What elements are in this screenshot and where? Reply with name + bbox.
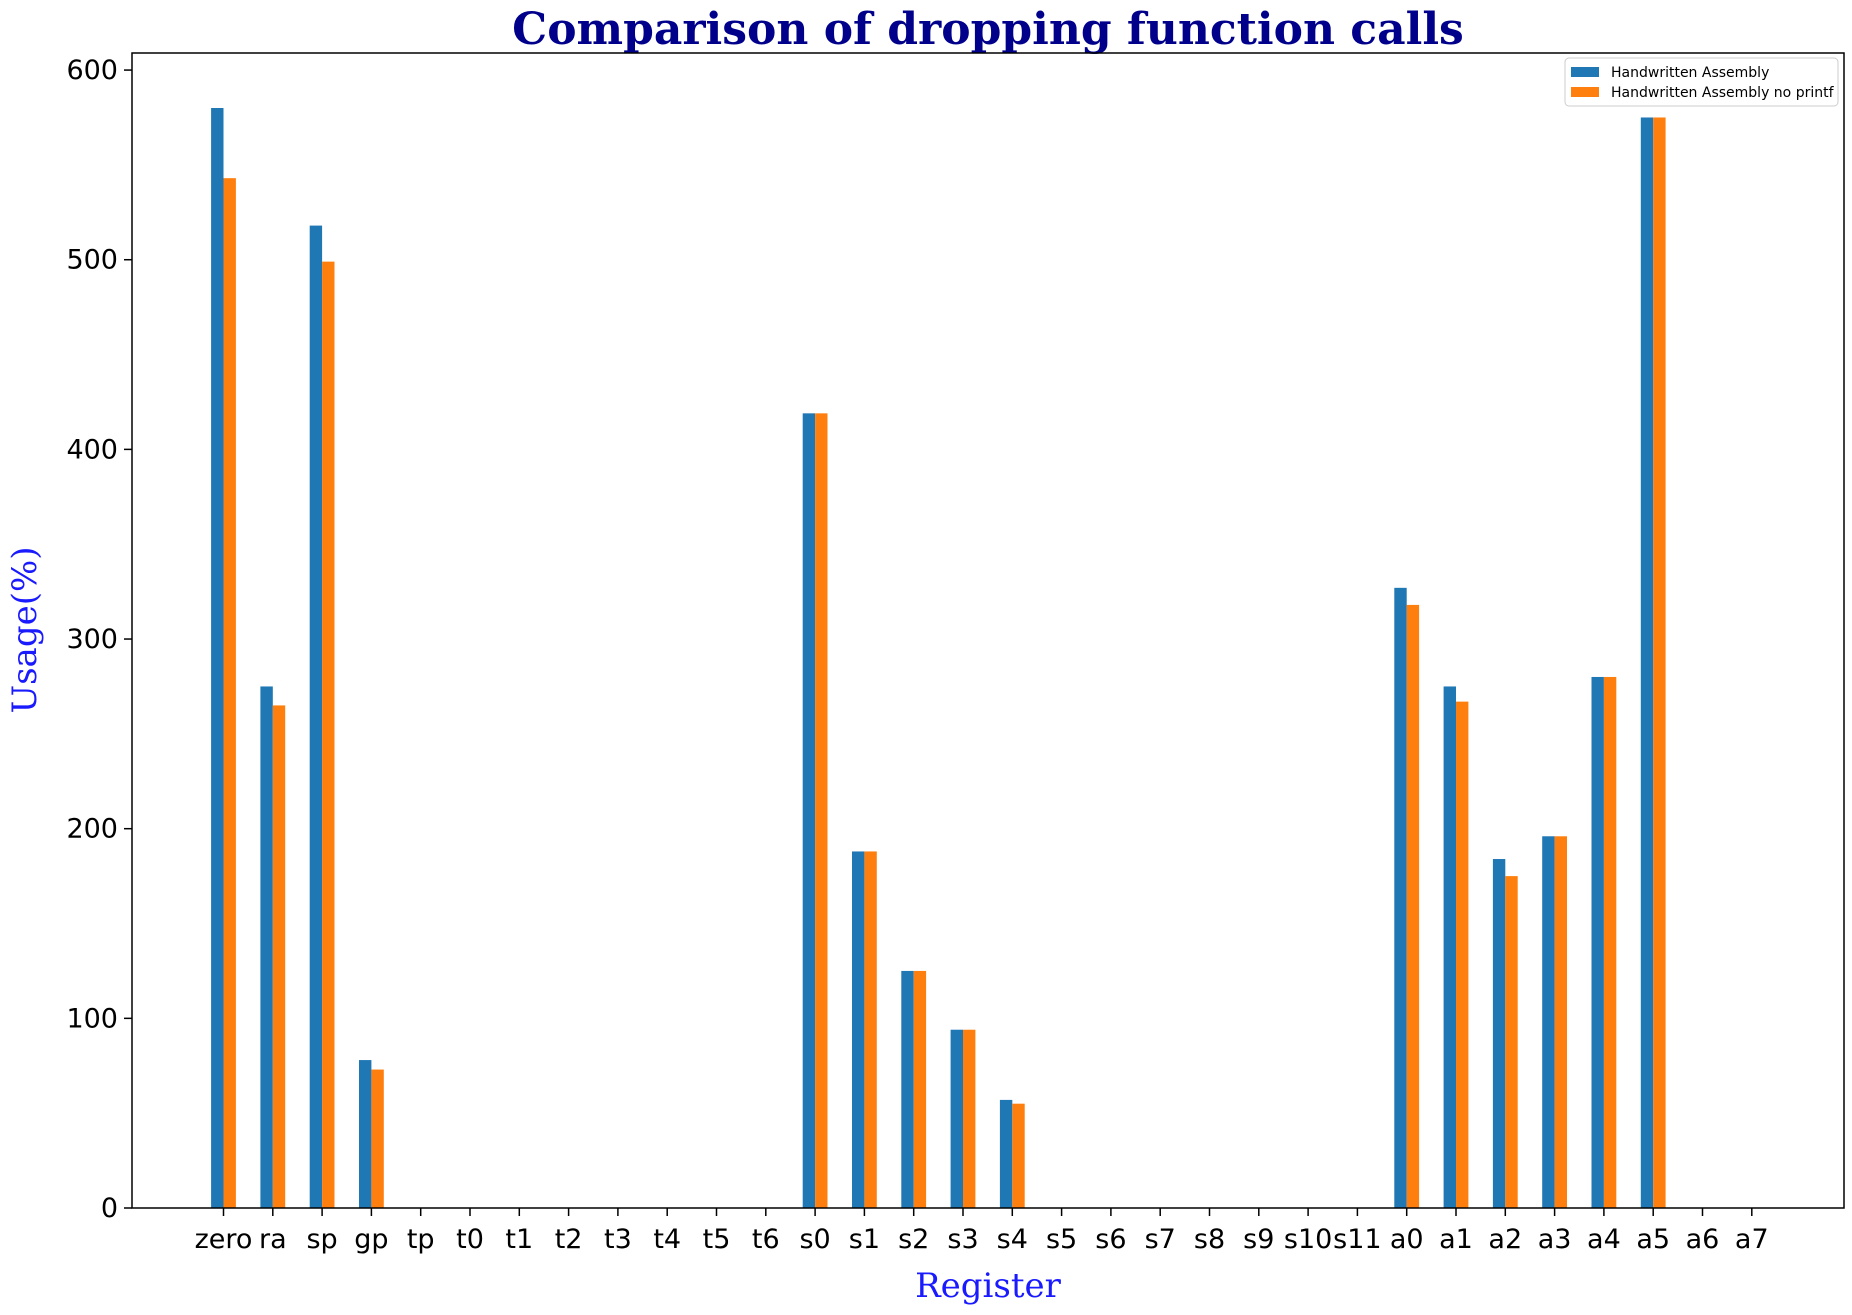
x-tick-label-s2: s2 (898, 1224, 929, 1255)
x-tick-label-gp: gp (354, 1224, 388, 1255)
y-tick-label: 200 (66, 814, 118, 845)
legend-label-series-1: Handwritten Assembly (1611, 65, 1769, 81)
x-tick-label-t5: t5 (703, 1224, 731, 1255)
bar-1-s0 (802, 413, 816, 1209)
x-tick-label-a5: a5 (1636, 1224, 1670, 1255)
bar-2-a4 (1603, 676, 1617, 1208)
x-tick-label-t0: t0 (456, 1224, 484, 1255)
x-axis-ticks: zero ra sp gp tp t0 t1 t2 t3 t4 t5 t6 s0 s1 s2 s3 s4 s5 s6… (195, 1208, 1769, 1255)
x-tick-label-t2: t2 (555, 1224, 583, 1255)
y-tick-label: 600 (66, 55, 118, 86)
y-axis-ticks: 0 100 200 300 400 500 600 (66, 55, 132, 1224)
plot-frame (131, 52, 1845, 1209)
bar-1-ra (260, 686, 273, 1208)
x-tick-label-s4: s4 (997, 1224, 1028, 1255)
chart-title: Comparison of dropping function calls (512, 4, 1464, 55)
x-tick-label-a2: a2 (1488, 1224, 1522, 1255)
x-tick-label-a7: a7 (1735, 1224, 1769, 1255)
x-tick-label-a1: a1 (1439, 1224, 1473, 1255)
bar-2-a3 (1554, 836, 1567, 1208)
y-tick-label: 100 (66, 1003, 118, 1034)
y-tick-label: 400 (66, 434, 118, 465)
x-tick-label-s9: s9 (1243, 1224, 1274, 1255)
x-axis-label: Register (915, 1266, 1062, 1306)
bar-1-sp (309, 225, 323, 1209)
bar-2-a0 (1406, 604, 1420, 1208)
x-tick-label-s8: s8 (1194, 1224, 1225, 1255)
x-tick-label-t3: t3 (604, 1224, 632, 1255)
y-tick-label: 300 (66, 624, 118, 655)
bar-1-a1 (1443, 686, 1456, 1208)
bar-1-a0 (1394, 587, 1407, 1208)
x-tick-label-t6: t6 (752, 1224, 780, 1255)
x-tick-label-a6: a6 (1686, 1224, 1720, 1255)
bar-1-s3 (950, 1029, 963, 1208)
x-tick-label-zero: zero (195, 1224, 253, 1255)
x-tick-label-t1: t1 (505, 1224, 533, 1255)
x-tick-label-s6: s6 (1095, 1224, 1126, 1255)
legend-label-series-2: Handwritten Assembly no printf (1611, 85, 1835, 101)
x-tick-label-a4: a4 (1587, 1224, 1621, 1255)
x-tick-label-sp: sp (306, 1224, 337, 1255)
legend-swatch-series-1 (1571, 67, 1599, 77)
x-tick-label-s1: s1 (849, 1224, 880, 1255)
x-tick-label-t4: t4 (653, 1224, 681, 1255)
x-tick-label-s10: s10 (1284, 1224, 1332, 1255)
bar-1-a4 (1591, 676, 1604, 1208)
bar-1-s1 (852, 851, 865, 1208)
bar-2-s1 (864, 851, 877, 1208)
bar-2-a2 (1505, 876, 1518, 1208)
bar-2-zero (223, 178, 236, 1208)
x-tick-label-s5: s5 (1046, 1224, 1077, 1255)
legend-frame (1564, 57, 1839, 107)
x-tick-label-s7: s7 (1145, 1224, 1176, 1255)
y-tick-label: 0 (101, 1193, 118, 1224)
x-tick-label-a0: a0 (1390, 1224, 1424, 1255)
bar-2-s3 (963, 1029, 976, 1208)
bar-2-a5 (1653, 117, 1666, 1209)
bar-1-zero (211, 108, 224, 1208)
y-axis-label: Usage(%) (5, 546, 45, 713)
x-tick-label-tp: tp (407, 1224, 435, 1255)
x-tick-label-ra: ra (259, 1224, 287, 1255)
bar-1-a5 (1640, 117, 1654, 1209)
x-tick-label-s11: s11 (1333, 1224, 1381, 1255)
bar-1-s2 (901, 970, 914, 1208)
x-tick-label-a3: a3 (1538, 1224, 1572, 1255)
y-tick-label: 500 (66, 245, 118, 276)
bar-1-s4 (999, 1099, 1013, 1208)
legend-swatch-series-2 (1571, 87, 1599, 97)
bar-2-s4 (1012, 1103, 1025, 1208)
bar-1-a2 (1492, 859, 1506, 1208)
bar-2-gp (371, 1069, 384, 1208)
bar-2-sp (322, 261, 335, 1208)
bar-2-ra (272, 705, 286, 1208)
bar-2-s2 (913, 970, 927, 1208)
bar-2-s0 (815, 413, 828, 1209)
bars-group (211, 108, 1666, 1209)
x-tick-label-s3: s3 (947, 1224, 978, 1255)
legend: Handwritten Assembly Handwritten Assembl… (1564, 57, 1839, 107)
bar-1-a3 (1542, 836, 1555, 1208)
bar-2-a1 (1456, 701, 1469, 1208)
x-tick-label-s0: s0 (799, 1224, 830, 1255)
bar-1-gp (359, 1060, 372, 1208)
